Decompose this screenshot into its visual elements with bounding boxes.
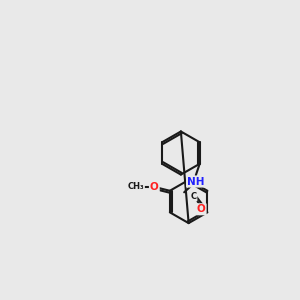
- Text: CH₃: CH₃: [128, 182, 144, 191]
- Text: O: O: [197, 204, 206, 214]
- Text: C: C: [190, 192, 196, 201]
- Text: O: O: [150, 182, 159, 192]
- Text: NH: NH: [187, 176, 205, 187]
